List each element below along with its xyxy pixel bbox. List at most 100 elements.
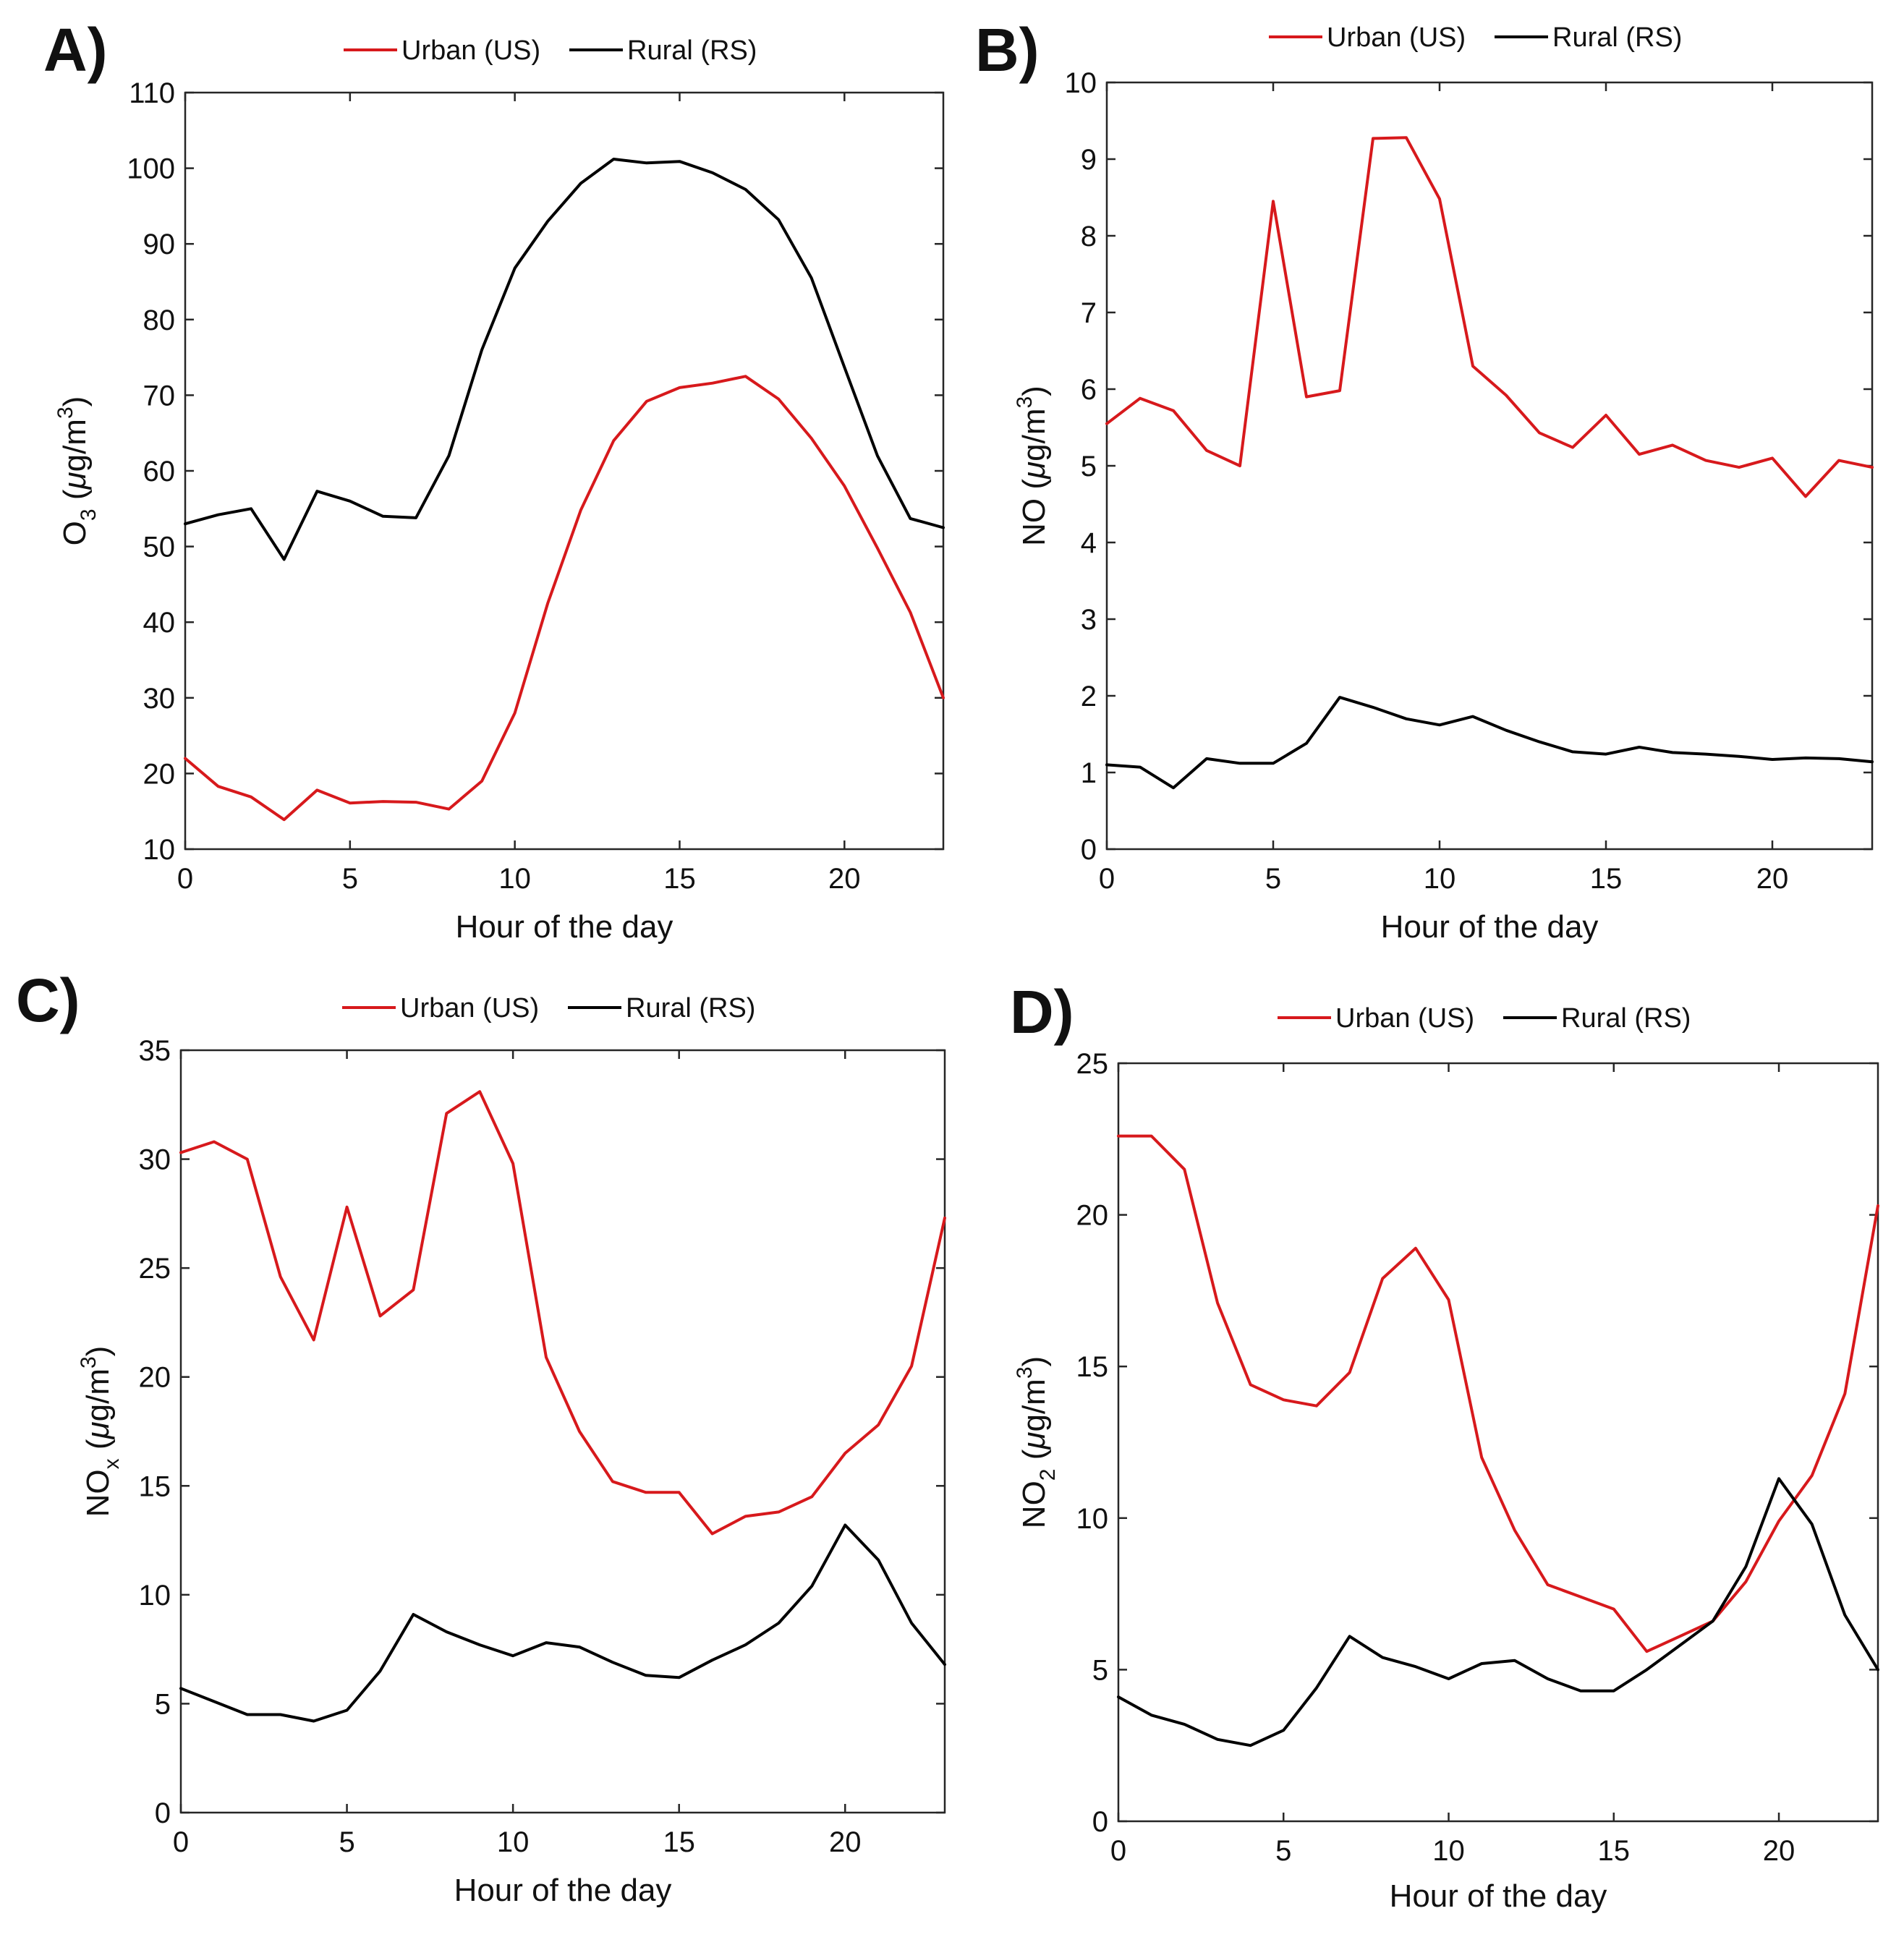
panel-letter: A) xyxy=(43,16,108,84)
y-tick-label: 1 xyxy=(1081,757,1097,789)
y-axis-label-close: ) xyxy=(80,1346,116,1357)
y-tick-label: 100 xyxy=(127,153,175,185)
legend: Urban (US) Rural (RS) xyxy=(1269,22,1682,53)
chart-panel-2: C) 0 5 10 15 20 25 30 35 0 5 10 15 20 Hour of the day N… xyxy=(16,966,946,1908)
x-tick-label: 0 xyxy=(1110,1835,1126,1867)
y-axis-label-close: ) xyxy=(1016,386,1052,396)
y-tick-label: 0 xyxy=(1081,834,1097,866)
plot-frame xyxy=(1105,81,1874,851)
x-tick-label: 20 xyxy=(828,863,861,895)
x-tick-label: 10 xyxy=(1424,863,1456,895)
y-axis-label-open: ( xyxy=(1016,479,1052,498)
y-tick-label: 6 xyxy=(1081,374,1097,406)
y-axis-label: NO2 (μg/m3) xyxy=(1013,1356,1060,1528)
y-tick-label: 7 xyxy=(1081,297,1097,329)
panel-letter: D) xyxy=(1010,978,1074,1046)
y-tick-label: 0 xyxy=(1092,1806,1108,1838)
panel-letter: B) xyxy=(975,16,1040,84)
y-axis-label: NO (μg/m3) xyxy=(1013,386,1052,546)
y-tick-label: 20 xyxy=(143,758,176,790)
y-axis-label-close: ) xyxy=(57,396,93,407)
urban-series-line xyxy=(1117,1134,1879,1653)
chart-panel-1: B) 0 1 2 3 4 5 6 7 8 9 10 0 5 10 15 20 Hour of the day NO … xyxy=(975,16,1874,945)
y-tick-label: 5 xyxy=(1092,1654,1108,1686)
x-tick-label: 5 xyxy=(339,1826,354,1858)
rural-series-line xyxy=(1105,696,1874,790)
y-axis-label-mu: μ xyxy=(1016,461,1052,480)
y-tick-label: 110 xyxy=(129,77,175,109)
y-axis-label-unit: g/m xyxy=(1016,408,1052,461)
x-tick-label: 0 xyxy=(177,863,193,895)
x-tick-label: 15 xyxy=(663,1826,695,1858)
y-axis-label-base: NO xyxy=(1016,498,1052,546)
y-axis-label-unit: g/m xyxy=(57,419,93,472)
y-tick-label: 20 xyxy=(139,1362,171,1394)
y-tick-label: 25 xyxy=(139,1253,171,1285)
x-axis-label: Hour of the day xyxy=(456,909,673,945)
y-axis-label-base: NO xyxy=(80,1469,116,1517)
y-tick-label: 9 xyxy=(1081,144,1097,176)
x-tick-label: 15 xyxy=(1590,863,1623,895)
plot-frame xyxy=(184,91,945,851)
x-tick-label: 5 xyxy=(1275,1835,1291,1867)
urban-series-line xyxy=(184,375,945,822)
panel-letter: C) xyxy=(16,966,80,1034)
x-axis-label: Hour of the day xyxy=(1390,1878,1607,1914)
y-tick-label: 10 xyxy=(143,834,176,866)
y-tick-label: 3 xyxy=(1081,604,1097,636)
y-axis-label-unit: g/m xyxy=(1016,1379,1052,1431)
y-axis-label-subscript: x xyxy=(100,1458,124,1469)
y-tick-label: 0 xyxy=(155,1797,171,1829)
rural-series-line xyxy=(179,1523,946,1723)
legend-label-rural: Rural (RS) xyxy=(627,35,757,66)
chart-panel-3: D) 0 5 10 15 20 25 0 5 10 15 20 Hour of the day NO2 (… xyxy=(1010,978,1879,1914)
y-axis-label-superscript: 3 xyxy=(1013,1366,1037,1379)
y-tick-label: 90 xyxy=(143,229,176,260)
x-tick-label: 20 xyxy=(1763,1835,1795,1867)
y-tick-label: 30 xyxy=(143,683,176,715)
y-tick-label: 60 xyxy=(143,456,176,488)
x-axis-label: Hour of the day xyxy=(1381,909,1599,945)
legend-label-urban: Urban (US) xyxy=(401,35,540,66)
y-tick-label: 5 xyxy=(155,1688,171,1720)
y-axis-label-subscript: 3 xyxy=(77,508,101,521)
legend-label-rural: Rural (RS) xyxy=(1552,22,1682,53)
x-tick-label: 10 xyxy=(1432,1835,1465,1867)
plot-frame xyxy=(1117,1062,1879,1823)
x-tick-label: 15 xyxy=(663,863,696,895)
urban-series-line xyxy=(1105,136,1874,498)
y-axis-label-subscript: 2 xyxy=(1036,1469,1060,1481)
y-tick-label: 15 xyxy=(139,1470,171,1502)
legend: Urban (US) Rural (RS) xyxy=(342,993,755,1023)
x-tick-label: 0 xyxy=(1099,863,1115,895)
legend-label-urban: Urban (US) xyxy=(400,993,539,1023)
rural-series-line xyxy=(184,158,945,561)
chart-panel-0: A) 10 20 30 40 50 60 70 80 90 100 110 0 5 10 15 20 Hour o… xyxy=(43,16,945,945)
y-tick-label: 8 xyxy=(1081,221,1097,252)
rural-series-line xyxy=(1117,1477,1879,1747)
y-axis-label-unit: g/m xyxy=(80,1368,116,1421)
y-axis-label-base: NO xyxy=(1016,1481,1052,1528)
urban-series-line xyxy=(179,1090,946,1536)
y-tick-label: 10 xyxy=(139,1580,171,1612)
y-tick-label: 10 xyxy=(1065,67,1097,99)
x-tick-label: 5 xyxy=(342,863,358,895)
y-tick-label: 10 xyxy=(1076,1503,1109,1535)
y-tick-label: 50 xyxy=(143,532,176,563)
y-axis-label-open: ( xyxy=(57,489,93,508)
y-axis-label-mu: μ xyxy=(80,1421,116,1439)
legend-label-urban: Urban (US) xyxy=(1335,1003,1474,1034)
legend: Urban (US) Rural (RS) xyxy=(1278,1003,1691,1034)
x-tick-label: 15 xyxy=(1598,1835,1631,1867)
legend-label-rural: Rural (RS) xyxy=(1561,1003,1691,1034)
legend-label-rural: Rural (RS) xyxy=(626,993,755,1023)
y-tick-label: 30 xyxy=(139,1144,171,1176)
y-axis-label-superscript: 3 xyxy=(77,1356,101,1368)
x-tick-label: 5 xyxy=(1265,863,1281,895)
y-tick-label: 35 xyxy=(139,1035,171,1067)
plot-frame xyxy=(179,1049,946,1814)
x-axis-label: Hour of the day xyxy=(454,1873,672,1908)
y-axis-label-open: ( xyxy=(1016,1449,1052,1468)
y-tick-label: 40 xyxy=(143,607,176,639)
